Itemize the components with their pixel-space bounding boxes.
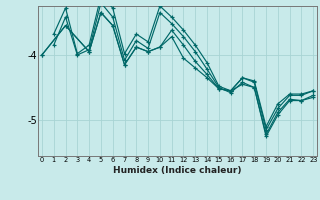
- X-axis label: Humidex (Indice chaleur): Humidex (Indice chaleur): [113, 166, 242, 175]
